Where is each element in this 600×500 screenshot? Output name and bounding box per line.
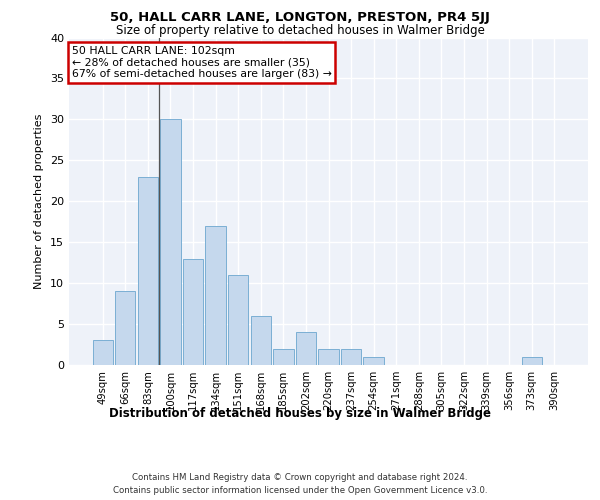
Text: Size of property relative to detached houses in Walmer Bridge: Size of property relative to detached ho… — [116, 24, 484, 37]
Bar — [251, 316, 271, 365]
Bar — [319, 348, 338, 365]
Bar — [183, 258, 203, 365]
Bar — [364, 357, 384, 365]
Bar — [205, 226, 226, 365]
Bar — [228, 275, 248, 365]
Bar — [296, 332, 316, 365]
Text: 50 HALL CARR LANE: 102sqm
← 28% of detached houses are smaller (35)
67% of semi-: 50 HALL CARR LANE: 102sqm ← 28% of detac… — [71, 46, 331, 79]
Bar — [115, 292, 136, 365]
Text: 50, HALL CARR LANE, LONGTON, PRESTON, PR4 5JJ: 50, HALL CARR LANE, LONGTON, PRESTON, PR… — [110, 11, 490, 24]
Bar — [521, 357, 542, 365]
Bar — [92, 340, 113, 365]
Bar — [160, 120, 181, 365]
Text: Contains HM Land Registry data © Crown copyright and database right 2024.
Contai: Contains HM Land Registry data © Crown c… — [113, 474, 487, 495]
Text: Distribution of detached houses by size in Walmer Bridge: Distribution of detached houses by size … — [109, 408, 491, 420]
Bar — [273, 348, 293, 365]
Bar — [138, 176, 158, 365]
Y-axis label: Number of detached properties: Number of detached properties — [34, 114, 44, 289]
Bar — [341, 348, 361, 365]
